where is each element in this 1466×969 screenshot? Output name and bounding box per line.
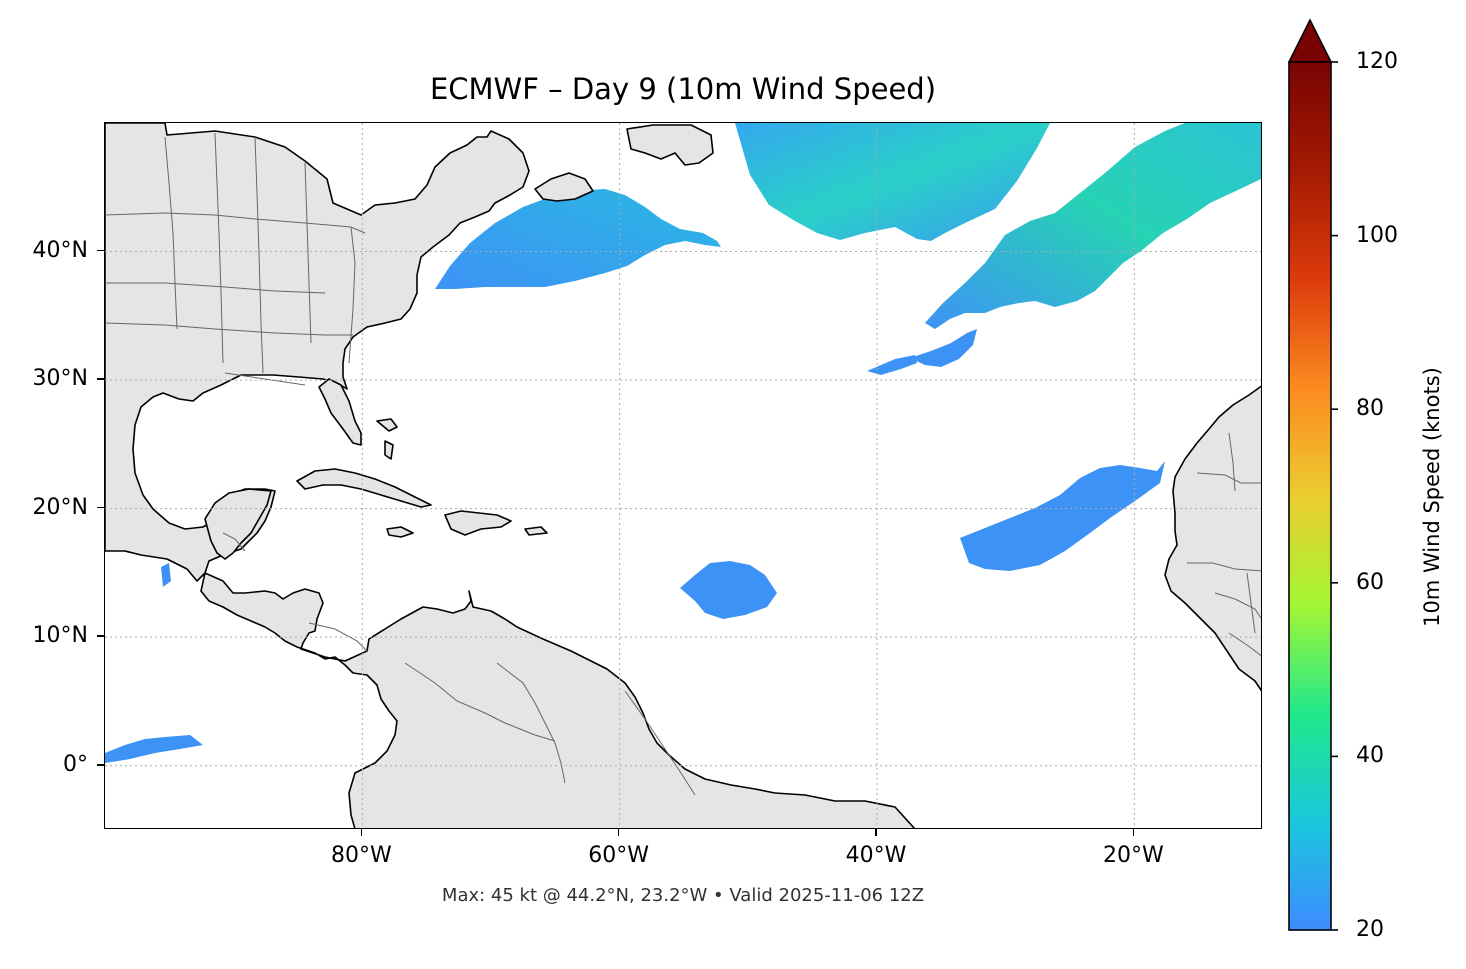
wind-area-ne-atlantic <box>925 123 1261 329</box>
wind-area-north-central <box>735 123 1050 241</box>
lat-label: 20°N <box>32 494 88 520</box>
lat-label: 40°N <box>32 237 88 263</box>
lat-tick <box>97 635 104 637</box>
land-puerto-rico <box>524 526 548 536</box>
lat-label: 0° <box>63 751 88 777</box>
colorbar-scale <box>1288 61 1332 931</box>
land-nova-scotia <box>534 172 594 202</box>
map-canvas[interactable] <box>105 123 1262 829</box>
land-newfoundland <box>626 124 714 166</box>
land-cuba <box>296 468 432 508</box>
colorbar-tick-label: 60 <box>1356 569 1384 595</box>
land-florida <box>318 378 362 446</box>
colorbar-tick-label: 100 <box>1356 222 1398 248</box>
colorbar-extend-arrow <box>1287 18 1333 63</box>
lon-tick <box>360 829 363 836</box>
wind-area-nw-atlantic <box>435 189 721 289</box>
colorbar-tick-label: 120 <box>1356 49 1398 74</box>
lon-tick <box>875 829 877 836</box>
land-yucatan <box>204 488 272 560</box>
lat-label: 10°N <box>32 623 88 649</box>
colorbar-tick-label: 80 <box>1356 396 1384 422</box>
lat-tick <box>97 506 104 509</box>
political-borders <box>105 132 1261 796</box>
land-bahamas <box>376 418 398 460</box>
colorbar <box>1287 18 1338 931</box>
wind-area-pacific-coast <box>161 563 171 587</box>
wind-area-tropical-central <box>680 561 777 619</box>
lat-tick <box>97 763 104 766</box>
land-hispaniola <box>444 510 512 536</box>
map-title: ECMWF – Day 9 (10m Wind Speed) <box>429 72 937 106</box>
colorbar-tick-label: 20 <box>1356 917 1384 942</box>
lat-label: 30°N <box>32 366 88 392</box>
wind-area-tropical-east <box>960 461 1165 571</box>
colorbar-ticks <box>1331 61 1338 931</box>
wind-area-subtropical-band <box>910 329 977 367</box>
lon-tick <box>617 829 620 836</box>
lon-label: 60°W <box>588 843 650 868</box>
lon-label: 20°W <box>1102 843 1164 868</box>
land-africa <box>1164 385 1261 692</box>
map-panel[interactable] <box>104 122 1262 829</box>
land-masses <box>105 123 1261 828</box>
land-north-america <box>105 123 530 582</box>
lon-label: 40°W <box>845 843 907 868</box>
lat-tick <box>97 249 104 252</box>
wind-area-subtropical-tail <box>867 355 917 375</box>
gridlines <box>105 123 1261 828</box>
wind-area-equatorial-west <box>105 735 203 763</box>
lon-tick <box>1132 829 1135 836</box>
land-jamaica <box>386 526 414 538</box>
lat-tick <box>97 378 104 380</box>
wind-speed-areas <box>105 123 1261 763</box>
lon-label: 80°W <box>330 843 392 868</box>
max-info-footer: Max: 45 kt @ 44.2°N, 23.2°W • Valid 2025… <box>441 885 925 906</box>
colorbar-title: 10m Wind Speed (knots) <box>1420 367 1444 627</box>
land-central-america <box>200 572 916 828</box>
colorbar-tick-label: 40 <box>1356 743 1384 769</box>
